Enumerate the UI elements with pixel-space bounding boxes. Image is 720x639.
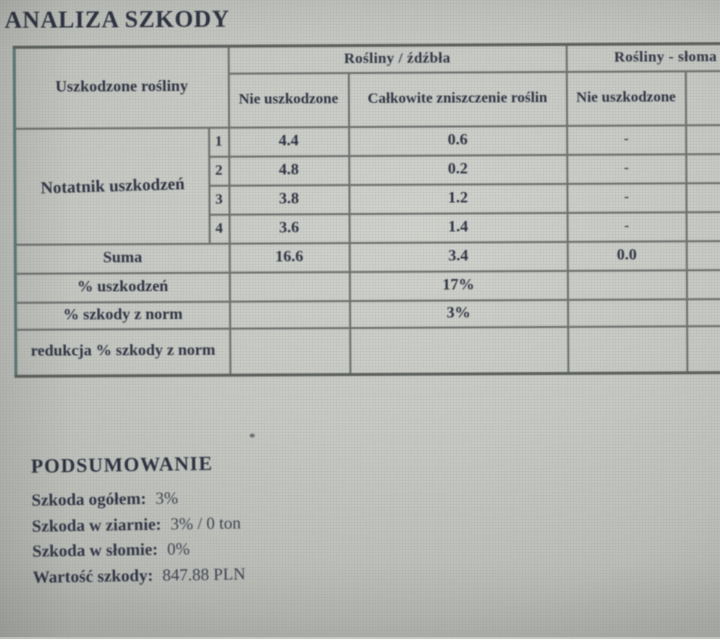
summary-line-straw-damage: Szkoda w słomie: 0% bbox=[32, 535, 245, 564]
table-row-pct-norm: % szkody z norm 3% bbox=[15, 298, 720, 330]
cell-empty bbox=[567, 269, 687, 300]
cell-straw-ok: - bbox=[567, 211, 687, 242]
damage-analysis-table: Uszkodzone rośliny Rośliny / źdźbła Rośl… bbox=[12, 41, 720, 378]
cell-cutoff bbox=[685, 182, 720, 212]
summary-label: Szkoda w słomie: bbox=[32, 539, 159, 561]
row-number: 4 bbox=[209, 214, 230, 244]
summary-line-total-damage: Szkoda ogółem: 3% bbox=[31, 484, 244, 513]
cell-straw-ok: - bbox=[566, 182, 687, 213]
summary-heading: PODSUMOWANIE bbox=[30, 452, 214, 478]
page-title: ANALIZA SZKODY bbox=[4, 6, 230, 34]
summary-row-label: % szkody z norm bbox=[15, 301, 230, 330]
summary-line-grain-damage: Szkoda w ziarnie: 3% / 0 ton bbox=[32, 510, 245, 539]
summary-line-damage-value: Wartość szkody: 847.88 PLN bbox=[33, 561, 246, 590]
col-header-cutoff-fragment: Z bbox=[685, 70, 720, 125]
summary-value: 3% / 0 ton bbox=[170, 512, 242, 534]
cell-empty bbox=[349, 326, 568, 375]
cell-plants-destroyed: 0.2 bbox=[348, 154, 567, 185]
summary-row-label: Suma bbox=[15, 243, 230, 274]
cell-straw-ok: - bbox=[566, 124, 686, 155]
summary-value: 0% bbox=[167, 539, 190, 559]
row-number: 2 bbox=[208, 156, 229, 186]
cell-plants-destroyed: 1.4 bbox=[349, 212, 568, 243]
cell-plants-ok: 3.6 bbox=[229, 213, 350, 244]
summary-label: Szkoda w ziarnie: bbox=[31, 514, 162, 536]
cell-empty bbox=[567, 298, 687, 327]
cell-plants-destroyed: 0.6 bbox=[348, 125, 567, 156]
summary-label: Szkoda ogółem: bbox=[31, 488, 147, 510]
cell-plants-ok: 4.8 bbox=[228, 155, 349, 186]
cell-pct-damage: 17% bbox=[349, 270, 568, 301]
cell-empty bbox=[229, 300, 350, 329]
col-header-not-damaged: Nie uszkodzone bbox=[228, 72, 349, 128]
summary-row-label: redukcja % szkody z norm bbox=[15, 328, 230, 377]
cell-empty bbox=[229, 271, 350, 302]
cell-pct-norm: 3% bbox=[349, 299, 568, 328]
table-row-pct-damage: % uszkodzeń 17% bbox=[15, 269, 720, 303]
cell-plants-destroyed: 1.2 bbox=[348, 183, 568, 214]
row-number: 1 bbox=[208, 127, 229, 157]
cell-plants-ok: 4.4 bbox=[228, 126, 349, 157]
col-header-total-destruction: Całkowite zniszczenie roślin bbox=[348, 71, 567, 127]
cell-cutoff bbox=[686, 240, 720, 270]
summary-section: PODSUMOWANIE Szkoda ogółem: 3% Szkoda w … bbox=[31, 452, 246, 589]
cell-cutoff bbox=[686, 325, 720, 373]
cell-cutoff bbox=[686, 298, 720, 326]
table-row: Notatnik uszkodzeń 1 4.4 0.6 - bbox=[13, 124, 720, 247]
cell-straw-ok: - bbox=[566, 153, 686, 184]
cell-suma-straw-ok: 0.0 bbox=[567, 240, 687, 271]
table-row-suma: Suma 16.6 3.4 0.0 bbox=[15, 240, 720, 274]
row-number: 3 bbox=[208, 185, 230, 215]
cell-suma-plants-ok: 16.6 bbox=[229, 242, 350, 273]
cell-empty bbox=[229, 327, 350, 376]
cell-cutoff bbox=[685, 124, 720, 154]
cell-plants-ok: 3.8 bbox=[228, 184, 350, 215]
cell-cutoff bbox=[686, 269, 720, 299]
cell-suma-plants-destroyed: 3.4 bbox=[349, 241, 568, 272]
summary-value: 847.88 PLN bbox=[162, 563, 246, 585]
col-header-straw-not-damaged: Nie uszkodzone bbox=[566, 70, 686, 126]
summary-value: 3% bbox=[155, 488, 179, 508]
summary-label: Wartość szkody: bbox=[32, 565, 154, 587]
table-group-header-row: Uszkodzone rośliny Rośliny / źdźbła Rośl… bbox=[14, 43, 720, 129]
col-group-plants-straw: Rośliny - słoma bbox=[566, 43, 720, 72]
cell-cutoff bbox=[685, 153, 720, 183]
summary-row-label: % uszkodzeń bbox=[15, 272, 230, 303]
col-group-plants-stalks: Rośliny / źdźbła bbox=[228, 44, 567, 74]
row-group-label-notebook: Notatnik uszkodzeń bbox=[13, 124, 211, 247]
cell-cutoff bbox=[686, 211, 720, 241]
col-header-damaged-plants: Uszkodzone rośliny bbox=[14, 46, 229, 129]
smudge-dot bbox=[249, 433, 255, 438]
cell-empty bbox=[567, 325, 687, 374]
table-row-reduction: redukcja % szkody z norm bbox=[15, 325, 720, 377]
